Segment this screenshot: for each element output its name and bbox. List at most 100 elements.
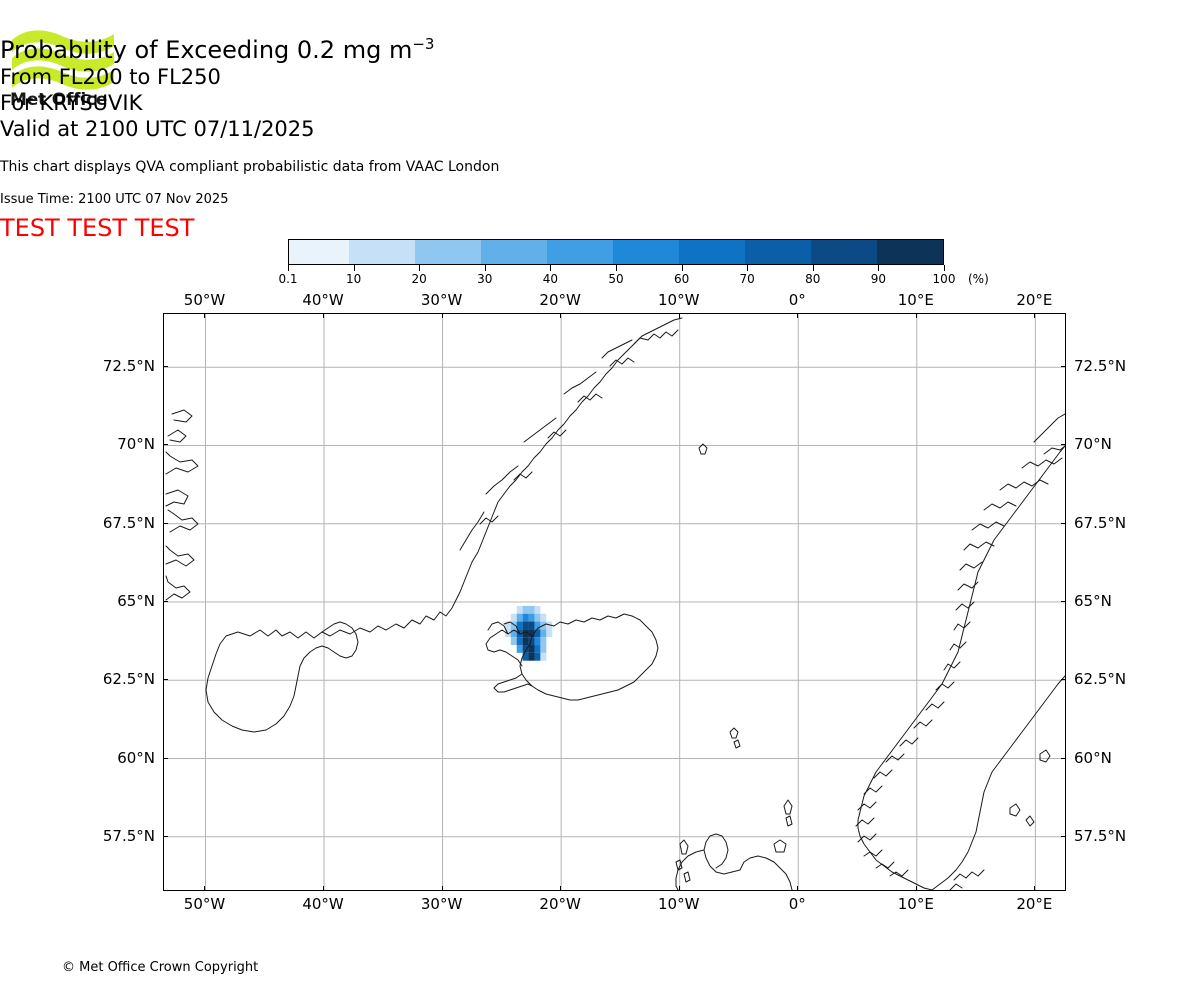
colorbar-tick-label-1: 10	[345, 272, 362, 286]
probability-cell	[540, 629, 547, 638]
title-volcano-name: For KRYSUVIK	[0, 91, 143, 115]
lat-label-right-0: 72.5°N	[1074, 357, 1127, 376]
colorbar-tick-0	[288, 265, 289, 271]
probability-cell	[534, 621, 541, 630]
lat-label-left-5: 60°N	[117, 748, 155, 767]
lon-tick-top-5	[797, 313, 799, 318]
lat-label-right-5: 60°N	[1074, 748, 1112, 767]
colorbar-segment-2	[414, 240, 481, 264]
lon-label-bottom-1: 40°W	[302, 895, 344, 913]
copyright-notice: © Met Office Crown Copyright	[62, 960, 259, 975]
lon-tick-bottom-3	[560, 886, 562, 891]
lon-label-top-5: 0°	[788, 291, 806, 309]
coastlines	[165, 317, 1065, 890]
page-title: Probability of Exceeding 0.2 mg m−3	[0, 29, 1200, 65]
lon-tick-bottom-4	[678, 886, 680, 891]
probability-cell	[534, 637, 541, 646]
probability-cell	[510, 629, 517, 638]
coastline-faroes	[729, 727, 741, 749]
probability-cell	[546, 629, 553, 638]
lat-tick-left-3	[163, 601, 168, 602]
lon-label-top-0: 50°W	[183, 291, 226, 309]
lat-tick-left-5	[163, 757, 168, 759]
lat-label-right-4: 62.5°N	[1074, 670, 1127, 689]
lon-label-bottom-3: 20°W	[539, 895, 581, 913]
lat-tick-left-1	[163, 444, 168, 446]
probability-cell	[540, 613, 547, 622]
lon-tick-top-6	[915, 313, 917, 318]
probability-cell	[510, 621, 517, 630]
colorbar-tick-label-8: 80	[805, 272, 821, 286]
colorbar-tick-9	[878, 265, 880, 271]
probability-cell	[522, 613, 529, 622]
lon-label-top-2: 30°W	[420, 291, 463, 309]
coastline-jan-mayen	[698, 443, 708, 455]
probability-cell	[540, 637, 547, 646]
colorbar-tick-10	[944, 265, 945, 271]
met-office-waves-icon	[12, 30, 114, 90]
lat-label-right-2: 67.5°N	[1074, 513, 1127, 532]
lon-label-top-7: 20°E	[1016, 291, 1053, 309]
lon-tick-top-7	[1034, 313, 1036, 318]
met-office-wordmark: Met Office	[10, 90, 108, 110]
probability-cell	[528, 652, 535, 661]
probability-cell	[510, 613, 517, 622]
coastline-denmark	[949, 869, 985, 890]
coastline-greenland-south	[205, 621, 359, 733]
colorbar-segment-5	[612, 240, 679, 264]
lon-tick-top-0	[204, 313, 206, 318]
colorbar-segment-3	[480, 240, 547, 264]
lon-label-top-6: 10°E	[897, 291, 934, 309]
colorbar-tick-label-4: 40	[542, 272, 559, 286]
colorbar-tick-4	[550, 265, 552, 271]
lon-tick-top-2	[441, 313, 443, 318]
probability-cell	[528, 645, 535, 653]
colorbar-tick-2	[419, 265, 421, 271]
coastline-greenland	[165, 341, 637, 645]
probability-cell	[516, 613, 523, 622]
probability-cell	[528, 613, 535, 622]
coastline-norway-main	[857, 445, 1065, 890]
test-banner: TEST TEST TEST	[0, 214, 195, 242]
lat-tick-left-6	[163, 835, 168, 837]
colorbar-tick-label-7: 70	[739, 272, 755, 286]
lon-tick-bottom-7	[1034, 886, 1036, 891]
lat-tick-right-6	[1061, 835, 1066, 837]
coastline-orkney	[773, 839, 787, 853]
colorbar-tick-1	[353, 265, 355, 271]
probability-cell	[546, 621, 553, 630]
lon-tick-top-3	[560, 313, 562, 318]
lat-tick-right-3	[1061, 601, 1066, 602]
colorbar-segment-7	[744, 240, 811, 264]
lon-tick-bottom-6	[915, 886, 917, 891]
colorbar: 0.1 10 20 30 40 50 60 70 80 90 100	[278, 239, 955, 286]
lon-tick-bottom-5	[797, 886, 799, 891]
lat-label-right-3: 65°N	[1074, 592, 1112, 610]
probability-cell	[522, 629, 529, 638]
map-plot-area	[163, 313, 1066, 891]
lat-label-left-2: 67.5°N	[102, 513, 155, 532]
map-canvas	[164, 314, 1065, 890]
probability-cell	[522, 621, 529, 630]
lat-label-left-0: 72.5°N	[102, 357, 155, 376]
colorbar-gradient	[288, 239, 944, 265]
lat-label-left-1: 70°N	[117, 435, 155, 454]
colorbar-segment-6	[678, 240, 745, 264]
colorbar-tick-6	[681, 265, 683, 271]
lat-label-right-1: 70°N	[1074, 435, 1112, 454]
title-flight-levels: From FL200 to FL250	[0, 65, 221, 89]
lon-tick-bottom-1	[323, 886, 325, 891]
lon-label-bottom-2: 30°W	[420, 895, 463, 913]
colorbar-segment-4	[546, 240, 613, 264]
colorbar-segment-1	[348, 240, 415, 264]
lat-tick-right-5	[1061, 757, 1066, 759]
colorbar-tick-label-10: 100	[932, 272, 956, 286]
lat-tick-right-1	[1061, 444, 1066, 446]
colorbar-tick-label-0: 0.1	[278, 272, 298, 286]
coastline-kola	[1033, 413, 1065, 443]
probability-cell	[534, 605, 541, 614]
coastline-greenland-east	[459, 317, 683, 551]
colorbar-segment-0	[289, 240, 349, 264]
lon-label-bottom-7: 20°E	[1016, 895, 1053, 913]
colorbar-segment-9	[876, 240, 944, 264]
